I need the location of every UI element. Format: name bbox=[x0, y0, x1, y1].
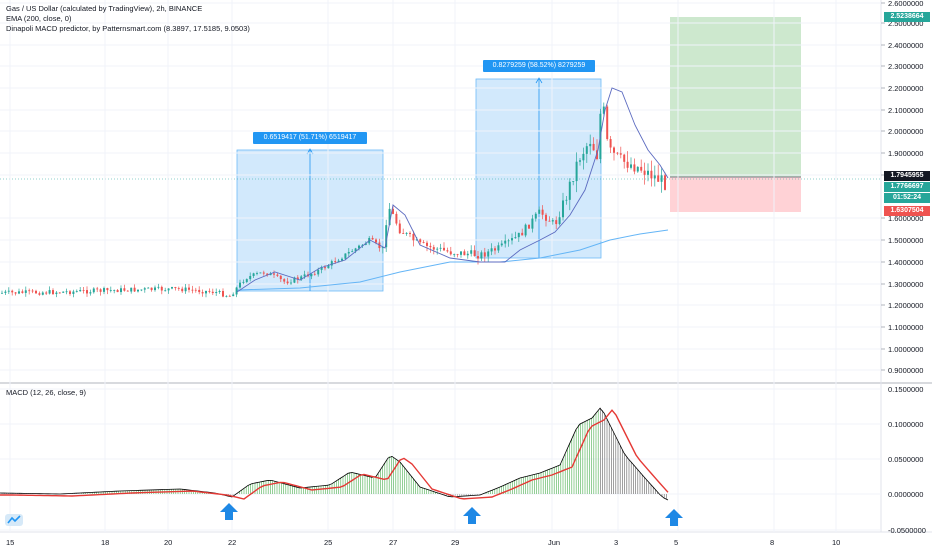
price-tick-label: 2.0000000 bbox=[888, 127, 923, 136]
macd-tick-label: 0.0000000 bbox=[888, 490, 923, 499]
symbol-title[interactable]: Gas / US Dollar (calculated by TradingVi… bbox=[6, 4, 203, 13]
last-price-badge: 1.7766697 bbox=[884, 182, 930, 192]
price-tick-label: 1.1000000 bbox=[888, 323, 923, 332]
macd-tick-label: 0.0500000 bbox=[888, 455, 923, 464]
time-tick-label: 18 bbox=[101, 538, 109, 547]
measure-label-1: 0.6519417 (51.71%) 6519417 bbox=[253, 132, 367, 144]
time-tick-label: 5 bbox=[674, 538, 678, 547]
dinapoli-line bbox=[236, 87, 669, 293]
macd-tick-label: -0.0500000 bbox=[888, 526, 926, 535]
time-tick-label: 3 bbox=[614, 538, 618, 547]
measure-box-2[interactable] bbox=[475, 77, 602, 259]
price-tick-label: 2.3000000 bbox=[888, 62, 923, 71]
macd-legend[interactable]: MACD (12, 26, close, 9) bbox=[6, 388, 87, 397]
measure-box-1[interactable] bbox=[236, 148, 384, 292]
macd-pane bbox=[0, 407, 669, 501]
ema-legend[interactable]: EMA (200, close, 0) bbox=[6, 14, 72, 23]
stop-zone[interactable] bbox=[670, 177, 801, 212]
price-tick-label: 1.9000000 bbox=[888, 149, 923, 158]
price-tick-label: 2.5000000 bbox=[888, 19, 923, 28]
time-tick-label: 10 bbox=[832, 538, 840, 547]
up-arrow-icon bbox=[220, 503, 238, 520]
target-price-badge: 2.5238664 bbox=[884, 12, 930, 22]
macd-axis-ticks: 0.1500000 0.1000000 0.0500000 0.0000000 -0.0… bbox=[888, 385, 926, 535]
gridlines bbox=[0, 0, 881, 532]
time-tick-label: 8 bbox=[770, 538, 774, 547]
target-zone[interactable] bbox=[670, 17, 801, 177]
time-tick-label: 27 bbox=[389, 538, 397, 547]
time-axis-ticks: 15 18 20 22 25 27 29 Jun 3 5 8 10 bbox=[6, 538, 840, 547]
price-tick-label: 2.6000000 bbox=[888, 0, 923, 8]
macd-tick-label: 0.1500000 bbox=[888, 385, 923, 394]
up-arrow-icon bbox=[665, 509, 683, 526]
price-tick-label: 1.3000000 bbox=[888, 280, 923, 289]
price-tick-label: 2.4000000 bbox=[888, 41, 923, 50]
countdown-badge: 01:52:24 bbox=[884, 193, 930, 203]
price-tick-label: 2.1000000 bbox=[888, 106, 923, 115]
time-tick-label: Jun bbox=[548, 538, 560, 547]
dinapoli-legend[interactable]: Dinapoli MACD predictor, by Patternsmart… bbox=[6, 24, 250, 33]
price-tick-label: 0.9000000 bbox=[888, 366, 923, 375]
time-tick-label: 29 bbox=[451, 538, 459, 547]
time-tick-label: 20 bbox=[164, 538, 172, 547]
signal-line bbox=[0, 409, 669, 500]
price-tick-label: 1.2000000 bbox=[888, 301, 923, 310]
current-price-badge: 1.7945955 bbox=[884, 171, 930, 181]
price-tick-label: 1.5000000 bbox=[888, 236, 923, 245]
time-tick-label: 22 bbox=[228, 538, 236, 547]
time-tick-label: 15 bbox=[6, 538, 14, 547]
macd-tick-label: 0.1000000 bbox=[888, 420, 923, 429]
up-arrow-icon bbox=[463, 507, 481, 524]
macd-line bbox=[0, 407, 669, 501]
measure-label-2: 0.8279259 (58.52%) 8279259 bbox=[483, 60, 595, 72]
tradingview-logo-icon[interactable] bbox=[5, 514, 23, 526]
stop-price-badge: 1.6307504 bbox=[884, 206, 930, 216]
price-tick-label: 2.2000000 bbox=[888, 84, 923, 93]
price-tick-label: 1.6000000 bbox=[888, 214, 923, 223]
price-tick-label: 1.0000000 bbox=[888, 345, 923, 354]
time-tick-label: 25 bbox=[324, 538, 332, 547]
price-tick-label: 1.4000000 bbox=[888, 258, 923, 267]
